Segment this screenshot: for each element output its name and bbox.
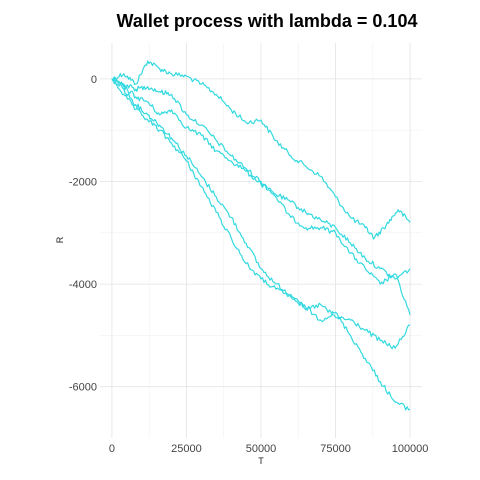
chart-title: Wallet process with lambda = 0.104 bbox=[117, 11, 418, 31]
x-axis-title: T bbox=[258, 456, 264, 466]
y-tick-labels: 0 -2000 -4000 -6000 bbox=[69, 74, 97, 394]
series-line bbox=[111, 78, 411, 350]
series-line bbox=[111, 78, 411, 316]
series-line bbox=[111, 60, 411, 240]
y-tick-label: -6000 bbox=[69, 382, 97, 394]
y-tick-label: 0 bbox=[91, 74, 97, 86]
x-tick-label: 75000 bbox=[320, 443, 351, 455]
series-line bbox=[111, 78, 411, 411]
x-tick-label: 50000 bbox=[246, 443, 277, 455]
series-lines bbox=[111, 60, 411, 411]
x-tick-label: 25000 bbox=[171, 443, 202, 455]
y-axis-title: R bbox=[55, 236, 65, 243]
y-tick-label: -2000 bbox=[69, 177, 97, 189]
series-line bbox=[111, 77, 411, 280]
x-tick-labels: 0 25000 50000 75000 100000 bbox=[109, 443, 429, 455]
x-tick-label: 100000 bbox=[392, 443, 429, 455]
x-tick-label: 0 bbox=[109, 443, 115, 455]
y-tick-label: -4000 bbox=[69, 279, 97, 291]
